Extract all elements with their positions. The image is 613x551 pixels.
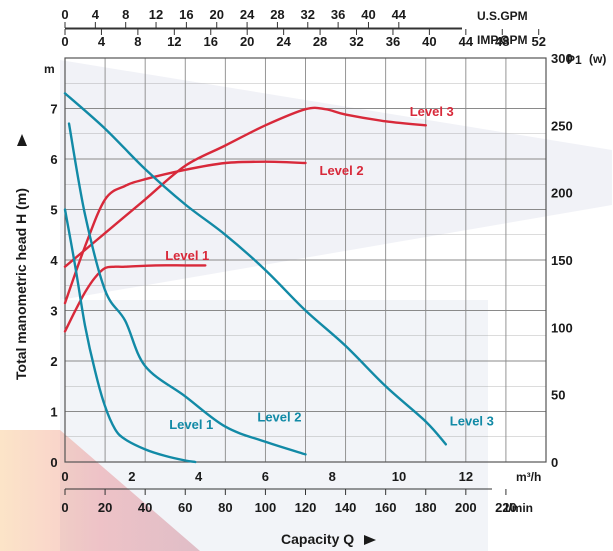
tick-label-usgpm: 40 [361,7,375,22]
right-axis-title: P1 [567,53,582,67]
axis-ticks: 0 4 8 12 16 20 24 28 32 36 40 440 4 8 12 16 20 24 28 32 36 40… [50,7,572,515]
power-label-level-3: Level 3 [410,104,454,119]
tick-label-impgpm: 0 [61,34,68,49]
tick-label-impgpm: 32 [349,34,363,49]
bottom-axis-unit-lmin: l/min [505,501,533,515]
tick-label-power: 50 [551,388,565,403]
tick-label-lmin: 60 [178,500,192,515]
tick-label-impgpm: 44 [459,34,474,49]
power-label-level-2: Level 2 [320,163,364,178]
tick-label-head: 2 [50,354,57,369]
power-curve-level-3 [63,106,427,268]
head-label-level-2: Level 2 [257,410,301,425]
power-label-level-1: Level 1 [165,248,209,263]
tick-label-head: 3 [50,304,57,319]
x-axis-title: Capacity Q [281,531,376,547]
tick-label-m3h: 6 [262,469,269,484]
tick-label-power: 150 [551,253,573,268]
tick-label-usgpm: 20 [210,7,224,22]
tick-label-lmin: 140 [335,500,357,515]
tick-label-usgpm: 16 [179,7,193,22]
tick-label-m3h: 4 [195,469,203,484]
tick-label-m3h: 8 [329,469,336,484]
tick-label-lmin: 180 [415,500,437,515]
tick-label-head: 5 [50,203,57,218]
tick-label-impgpm: 52 [531,34,545,49]
plot-area-frame [64,57,547,463]
y-axis-title-text: Total manometric head H (m) [13,188,29,380]
tick-label-lmin: 100 [255,500,277,515]
tick-label-impgpm: 12 [167,34,181,49]
tick-label-m3h: 0 [61,469,68,484]
head-curve-level-3 [63,92,447,446]
right-axis-unit: (w) [589,52,606,66]
tick-label-lmin: 120 [295,500,317,515]
tick-label-power: 300 [551,51,573,66]
tick-label-impgpm: 16 [204,34,218,49]
tick-label-usgpm: 12 [149,7,163,22]
y-axis-title: Total manometric head H (m) [13,134,29,380]
tick-label-impgpm: 28 [313,34,327,49]
tick-label-impgpm: 36 [386,34,400,49]
tick-label-lmin: 20 [98,500,112,515]
tick-label-impgpm: 8 [134,34,141,49]
arrow-up-icon [17,134,27,146]
tick-label-impgpm: 48 [495,34,509,49]
tick-label-usgpm: 4 [92,7,100,22]
tick-label-impgpm: 24 [276,34,291,49]
top-axis-unit-impgpm: IMP.GPM [477,33,527,47]
head-curve-level-2 [67,122,307,456]
head-label-level-3: Level 3 [450,414,494,429]
curves [63,92,447,464]
x-axis-title-text: Capacity Q [281,531,354,547]
tick-label-head: 1 [50,405,57,420]
top-axis-unit-usgpm: U.S.GPM [477,9,528,23]
tick-label-usgpm: 0 [61,7,68,22]
series-labels: Level 1 Level 2 Level 3 Level 1 Level 2 Level… [165,104,494,432]
arrow-right-icon [364,535,376,545]
tick-label-impgpm: 40 [422,34,436,49]
tick-label-m3h: 12 [459,469,473,484]
bottom-axis-unit-m3h: m³/h [516,470,541,484]
tick-label-usgpm: 32 [301,7,315,22]
power-curve-level-2 [63,160,307,305]
tick-label-usgpm: 28 [270,7,284,22]
tick-label-power: 0 [551,455,558,470]
tick-label-power: 250 [551,118,573,133]
tick-label-usgpm: 36 [331,7,345,22]
tick-label-head: 0 [50,455,57,470]
tick-label-head: 6 [50,152,57,167]
left-axis-unit: m [44,62,55,76]
head-label-level-1: Level 1 [169,417,213,432]
head-curve-level-1 [63,208,197,464]
tick-label-head: 7 [50,102,57,117]
tick-label-lmin: 220 [495,500,517,515]
tick-label-usgpm: 44 [392,7,407,22]
tick-label-impgpm: 20 [240,34,254,49]
tick-label-power: 100 [551,320,573,335]
tick-label-head: 4 [50,253,58,268]
tick-label-lmin: 0 [61,500,68,515]
tick-label-lmin: 40 [138,500,152,515]
tick-label-power: 200 [551,186,573,201]
tick-label-m3h: 10 [392,469,406,484]
tick-label-usgpm: 8 [122,7,129,22]
background-watermark [0,60,612,551]
tick-label-m3h: 2 [128,469,135,484]
tick-label-lmin: 80 [218,500,232,515]
tick-label-lmin: 200 [455,500,477,515]
tick-label-impgpm: 4 [98,34,106,49]
tick-label-usgpm: 24 [240,7,255,22]
tick-label-lmin: 160 [375,500,397,515]
